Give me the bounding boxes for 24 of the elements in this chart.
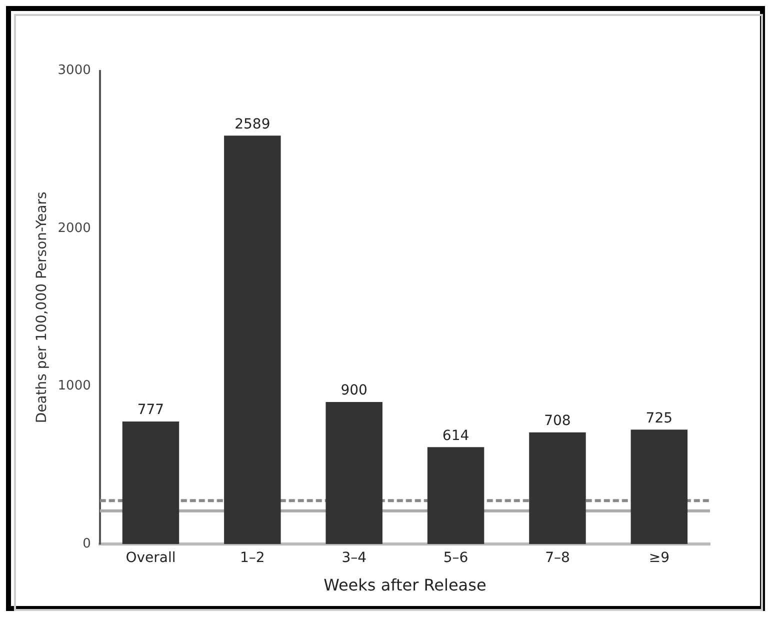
bar: [326, 402, 382, 544]
bar: [630, 430, 688, 544]
bar: [224, 136, 281, 544]
y-tick-label: 0: [82, 536, 91, 552]
y-tick-label: 2000: [58, 220, 91, 236]
x-tick-label: 7–8: [545, 550, 570, 566]
data-label: 2589: [234, 116, 270, 132]
y-tick-label: 1000: [58, 378, 91, 394]
y-axis-title: Deaths per 100,000 Person-Years: [34, 192, 50, 424]
bar: [427, 447, 484, 544]
x-tick-label: ≥9: [648, 550, 670, 566]
y-tick-label: 3000: [58, 63, 91, 78]
x-tick-label: 1–2: [240, 550, 265, 566]
data-label: 708: [544, 412, 571, 429]
bar: [529, 432, 586, 544]
data-label: 725: [646, 410, 673, 426]
bar: [122, 421, 180, 544]
data-label: 614: [442, 428, 470, 444]
x-axis-title: Weeks after Release: [324, 576, 486, 595]
data-label: 777: [137, 402, 164, 418]
data-label: 900: [340, 382, 368, 399]
x-tick-label: 3–4: [342, 550, 367, 566]
x-tick-label: Overall: [126, 550, 176, 566]
x-tick-label: 5–6: [443, 550, 468, 566]
